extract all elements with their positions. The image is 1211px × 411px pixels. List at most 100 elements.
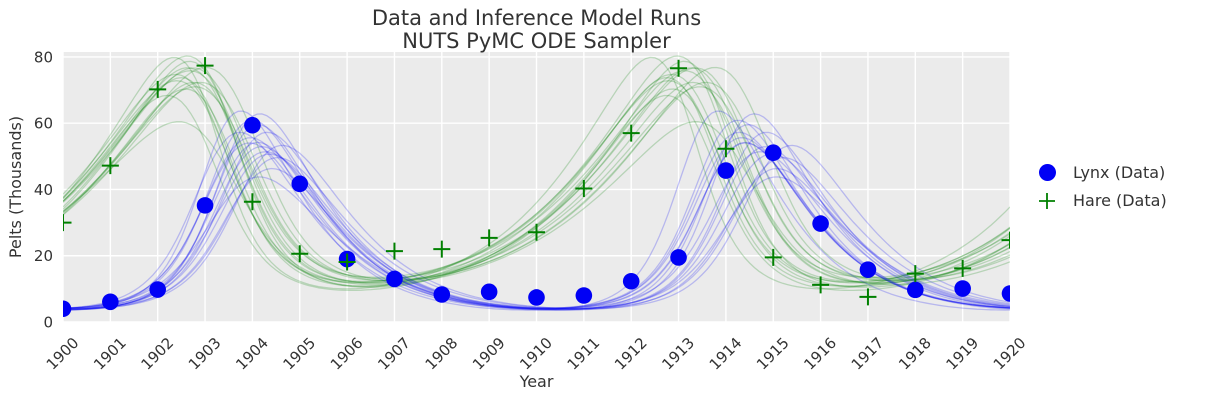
- legend: Lynx (Data) Hare (Data): [1038, 163, 1167, 210]
- hare-plus-marker-icon: [1038, 192, 1056, 210]
- data-markers-layer: [63, 57, 1010, 318]
- model-run-line-lynx: [63, 145, 1010, 311]
- lynx-data-point: [480, 283, 498, 301]
- x-tick-label: 1905: [280, 334, 320, 374]
- model-run-line-lynx: [63, 167, 1010, 311]
- chart-title-line2: NUTS PyMC ODE Sampler: [402, 29, 671, 53]
- hare-data-point: [196, 57, 214, 75]
- lynx-data-point: [528, 289, 545, 306]
- model-run-line-hare: [63, 76, 1010, 287]
- hare-data-point: [480, 229, 498, 247]
- hare-data-point: [859, 288, 877, 306]
- model-run-line-hare: [63, 56, 1010, 290]
- x-tick-label: 1900: [43, 334, 83, 374]
- x-tick-label: 1907: [374, 334, 414, 374]
- hare-data-point: [433, 240, 451, 258]
- hare-data-point: [954, 259, 972, 277]
- model-run-line-lynx: [63, 131, 1010, 310]
- lynx-data-point: [575, 287, 593, 304]
- x-tick-label: 1908: [422, 334, 462, 374]
- x-tick-label: 1918: [895, 334, 935, 374]
- lynx-data-point: [859, 261, 877, 278]
- model-run-line-lynx: [63, 176, 1010, 310]
- lynx-data-point: [63, 300, 72, 318]
- lynx-data-point: [102, 293, 119, 311]
- hare-data-point: [528, 223, 545, 241]
- lynx-data-point: [812, 215, 829, 232]
- x-tick-label: 1903: [185, 334, 225, 374]
- hare-data-point: [63, 214, 72, 232]
- x-tick-label: 1909: [469, 334, 509, 374]
- y-tick-label: 20: [34, 247, 53, 265]
- model-run-line-lynx: [63, 123, 1010, 311]
- hare-data-point: [670, 59, 688, 77]
- hare-data-point: [338, 253, 356, 271]
- model-run-line-lynx: [63, 153, 1010, 310]
- lynx-circle-marker-icon: [1038, 164, 1056, 182]
- hare-data-point: [622, 124, 640, 142]
- legend-item-hare: Hare (Data): [1038, 191, 1167, 210]
- model-run-line-lynx: [63, 113, 1010, 311]
- model-run-line-lynx: [63, 141, 1010, 310]
- lynx-data-point: [622, 272, 640, 290]
- y-axis-label: Pelts (Thousands): [6, 115, 25, 259]
- x-tick-label: 1901: [90, 334, 130, 374]
- x-tick-label: 1919: [942, 334, 982, 374]
- legend-label-hare: Hare (Data): [1073, 191, 1167, 210]
- x-tick-label: 1906: [327, 334, 367, 374]
- hare-data-point: [575, 179, 593, 197]
- y-tick-label: 0: [43, 314, 53, 332]
- hare-data-point: [149, 80, 167, 98]
- model-run-line-hare: [63, 55, 1010, 283]
- model-run-line-lynx: [63, 119, 1010, 309]
- hare-data-point: [291, 245, 309, 263]
- model-run-line-lynx: [63, 110, 1010, 311]
- hare-data-point: [101, 157, 119, 175]
- hare-data-point: [764, 248, 782, 266]
- lynx-data-point: [1001, 285, 1010, 302]
- legend-item-lynx: Lynx (Data): [1038, 163, 1167, 182]
- x-tick-label: 1904: [232, 334, 272, 374]
- model-run-line-lynx: [63, 142, 1010, 310]
- hare-data-point: [906, 265, 924, 283]
- model-run-line-lynx: [63, 151, 1010, 309]
- hare-data-point: [243, 193, 261, 211]
- lynx-data-point: [386, 270, 403, 288]
- x-tick-label: 1916: [800, 334, 840, 374]
- lynx-data-point: [954, 280, 971, 297]
- x-tick-label: 1915: [753, 334, 793, 374]
- hare-data-point: [1001, 231, 1010, 249]
- chart-title-line1: Data and Inference Model Runs: [371, 6, 702, 30]
- lynx-data-point: [244, 116, 261, 134]
- lynx-data-point: [149, 281, 166, 298]
- x-tick-label: 1911: [564, 334, 604, 374]
- model-run-line-hare: [63, 121, 1010, 286]
- x-tick-label: 1920: [990, 334, 1030, 374]
- lynx-data-point: [433, 286, 451, 303]
- lynx-data-point: [764, 144, 782, 162]
- y-tick-label: 80: [34, 48, 53, 66]
- chart-title: Data and Inference Model Runs NUTS PyMC …: [63, 7, 1010, 53]
- x-tick-label: 1910: [516, 334, 556, 374]
- model-run-line-lynx: [63, 137, 1010, 310]
- model-run-line-lynx: [63, 144, 1010, 310]
- lynx-data-point: [291, 175, 309, 193]
- x-tick-label: 1914: [706, 334, 746, 374]
- x-tick-label: 1902: [137, 334, 177, 374]
- legend-label-lynx: Lynx (Data): [1073, 163, 1166, 182]
- model-run-line-lynx: [63, 156, 1010, 310]
- model-run-line-hare: [63, 80, 1010, 283]
- model-run-line-hare: [63, 70, 1010, 278]
- model-run-line-hare: [63, 73, 1010, 284]
- lynx-data-point: [717, 162, 735, 179]
- y-tick-label: 40: [34, 181, 53, 199]
- lynx-data-point: [907, 281, 924, 299]
- x-axis-label: Year: [519, 372, 554, 391]
- model-runs-layer: [63, 55, 1010, 311]
- lynx-data-point: [670, 249, 687, 266]
- x-tick-label: 1917: [848, 334, 888, 374]
- hare-data-point: [812, 276, 830, 294]
- hare-data-point: [717, 140, 735, 158]
- y-tick-label: 60: [34, 115, 53, 133]
